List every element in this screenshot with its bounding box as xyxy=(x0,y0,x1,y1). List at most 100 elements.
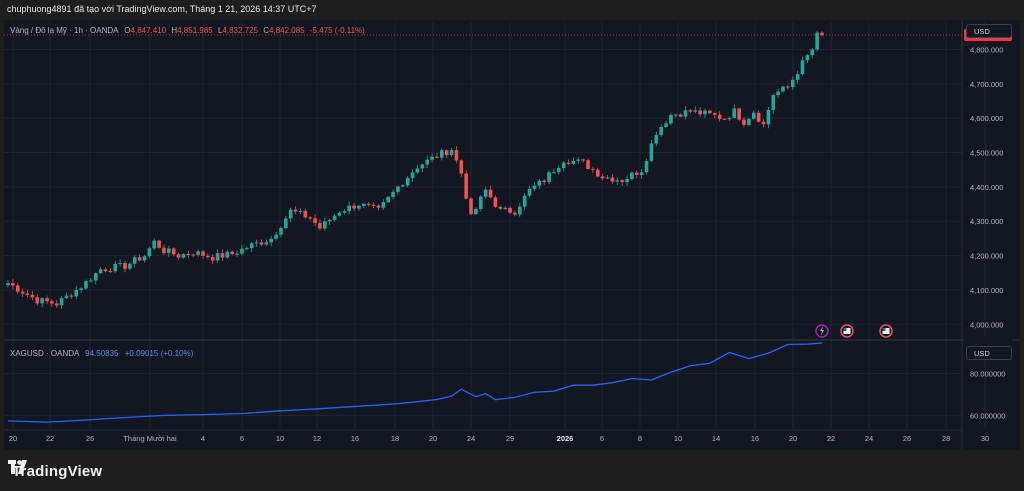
candle-body xyxy=(537,180,542,186)
flag-canton xyxy=(882,328,886,331)
candle-body xyxy=(625,178,629,183)
candle-body xyxy=(503,207,507,209)
candle xyxy=(722,118,727,120)
candle-body xyxy=(708,110,712,114)
candle-body xyxy=(576,159,581,161)
candle-body xyxy=(284,218,288,229)
candle xyxy=(761,119,766,128)
candle-body xyxy=(488,189,493,198)
candle-body xyxy=(552,172,556,174)
candle xyxy=(35,293,40,306)
candle xyxy=(464,170,468,200)
candle xyxy=(693,106,698,114)
candle xyxy=(479,195,483,212)
candle xyxy=(727,116,732,121)
candle xyxy=(586,158,590,170)
candle-body xyxy=(532,185,537,189)
candle xyxy=(776,88,780,99)
candle-body xyxy=(698,110,702,115)
low-label: L xyxy=(217,26,223,35)
candle-body xyxy=(508,207,512,213)
candle xyxy=(717,111,722,122)
candle xyxy=(517,203,522,217)
candle xyxy=(820,31,824,37)
x-tick-label: 18 xyxy=(391,434,399,443)
candle-body xyxy=(751,112,756,119)
y-tick-label: 4,800.000 xyxy=(970,45,1003,54)
candle-body xyxy=(820,32,824,36)
candle-body xyxy=(366,203,371,205)
candle xyxy=(11,279,15,290)
candle xyxy=(298,208,303,215)
candle xyxy=(196,249,200,257)
candle xyxy=(264,239,269,246)
candle-body xyxy=(118,263,122,265)
candle xyxy=(600,174,605,181)
candle xyxy=(678,113,683,118)
candle-body xyxy=(50,301,54,304)
candle-body xyxy=(396,186,400,192)
main-legend: Vàng / Đô la Mỹ · 1h · OANDA O4,847.410 … xyxy=(10,26,365,35)
high-value: 4,851.985 xyxy=(177,26,213,35)
candle xyxy=(425,155,429,169)
candle xyxy=(595,167,600,178)
candle-body xyxy=(327,219,332,222)
candle-body xyxy=(581,159,585,161)
candle xyxy=(313,214,317,227)
candle-body xyxy=(595,169,600,177)
candle xyxy=(498,205,503,210)
sub-legend: XAGUSD · OANDA 94.50835 +0.09015 (+0.10%… xyxy=(10,349,193,358)
candle-body xyxy=(206,255,210,258)
candle xyxy=(444,149,449,158)
candle xyxy=(527,185,532,198)
footer xyxy=(0,452,1024,491)
candle-body xyxy=(556,168,561,173)
candle-body xyxy=(649,143,654,161)
candle xyxy=(206,253,210,259)
x-tick-label: 22 xyxy=(827,434,835,443)
candle xyxy=(245,246,249,251)
candle xyxy=(381,199,386,211)
candle xyxy=(337,211,342,217)
brand-logo[interactable]: TradingView xyxy=(8,460,102,482)
currency-selector-bottom[interactable]: USD xyxy=(966,346,1012,360)
candle-body xyxy=(362,203,366,206)
candle xyxy=(781,85,785,93)
candle-body xyxy=(157,240,161,248)
candle xyxy=(732,104,737,119)
candle xyxy=(742,116,746,128)
candle-body xyxy=(430,156,434,160)
candle xyxy=(240,244,244,256)
candle xyxy=(747,117,751,127)
candle-body xyxy=(810,49,815,56)
candle-body xyxy=(132,257,137,264)
x-tick-label: 6 xyxy=(240,434,244,443)
chart-area[interactable] xyxy=(4,20,1020,450)
candle-body xyxy=(610,177,615,182)
candle xyxy=(654,131,659,147)
candle xyxy=(230,250,235,256)
currency-selector-top[interactable]: USD xyxy=(966,24,1012,38)
candle xyxy=(800,56,805,76)
candle-body xyxy=(742,119,746,125)
sub-symbol[interactable]: XAGUSD · OANDA xyxy=(10,349,79,358)
candle-body xyxy=(352,205,356,209)
y-tick-label: 4,200.000 xyxy=(970,252,1003,261)
main-symbol[interactable]: Vàng / Đô la Mỹ · 1h · OANDA xyxy=(10,26,119,35)
candle-body xyxy=(591,168,595,170)
candle-body xyxy=(781,86,785,92)
candle xyxy=(108,268,113,273)
candle-body xyxy=(630,172,634,179)
candle xyxy=(142,254,147,263)
candle-body xyxy=(522,195,527,207)
candle xyxy=(103,267,108,273)
candle-body xyxy=(790,79,795,88)
candle-body xyxy=(147,248,152,257)
candle-body xyxy=(420,164,425,169)
grid-lines xyxy=(4,22,986,428)
candle xyxy=(430,153,434,163)
candle-body xyxy=(249,243,254,249)
candles xyxy=(6,30,824,309)
candle xyxy=(181,253,186,259)
